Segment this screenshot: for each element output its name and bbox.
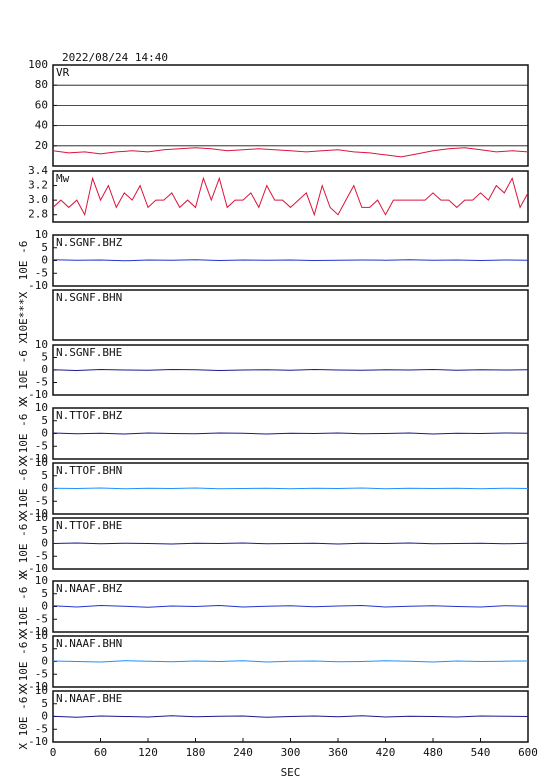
panel-label: N.SGNF.BHZ [56, 236, 123, 249]
trace [52, 176, 529, 217]
x-tick-label: 0 [50, 746, 57, 759]
y-tick-label: 5 [41, 241, 48, 254]
y-tick-label: 0 [41, 363, 48, 376]
y-tick-label: 0 [41, 600, 48, 613]
y-tick-label: -5 [35, 439, 48, 452]
y-tick-label: 5 [41, 642, 48, 655]
trace [52, 368, 529, 372]
panel-frame [52, 64, 529, 167]
trace [52, 542, 529, 545]
x-tick-label: 300 [281, 746, 301, 759]
trace [52, 660, 529, 663]
panel-frame [52, 170, 529, 223]
y-tick-label: -5 [35, 612, 48, 625]
y-tick-label: 10 [35, 228, 48, 241]
y-tick-label: -5 [35, 549, 48, 562]
panel-label: N.NAAF.BHZ [56, 582, 123, 595]
trace [52, 147, 529, 158]
x-tick-label: 420 [376, 746, 396, 759]
y-axis-label: X 10E -6 X [17, 400, 30, 467]
y-tick-label: -10 [28, 452, 48, 465]
panel-label: N.TTOF.BHN [56, 464, 122, 477]
y-tick-label: 0 [41, 427, 48, 440]
y-tick-label: 10 [35, 684, 48, 697]
y-tick-label: -5 [35, 376, 48, 389]
x-tick-label: 480 [423, 746, 443, 759]
y-axis-label: 10E***X [17, 291, 30, 338]
y-tick-label: -5 [35, 667, 48, 680]
y-axis-label: X 10E -6 X [17, 683, 30, 750]
y-tick-label: -10 [28, 625, 48, 638]
y-tick-label: 10 [35, 574, 48, 587]
y-tick-label: 60 [35, 98, 48, 111]
y-tick-label: 0 [41, 537, 48, 550]
y-axis-label: X 10E -6 X [17, 573, 30, 640]
panel-label: N.TTOF.BHZ [56, 409, 123, 422]
y-tick-label: 10 [35, 511, 48, 524]
trace [52, 604, 529, 608]
y-tick-label: 5 [41, 469, 48, 482]
x-tick-label: 180 [186, 746, 206, 759]
y-tick-label: 2.8 [28, 208, 48, 221]
panel-label: N.NAAF.BHN [56, 637, 122, 650]
y-tick-label: 10 [35, 338, 48, 351]
y-tick-label: 20 [35, 139, 48, 152]
trace [52, 259, 529, 262]
y-tick-label: -5 [35, 494, 48, 507]
y-axis-label: X 10E -6 X [17, 628, 30, 695]
panel-frame [52, 289, 529, 341]
y-tick-label: 10 [35, 629, 48, 642]
y-tick-label: 0 [41, 710, 48, 723]
y-tick-label: 10 [35, 401, 48, 414]
y-tick-label: 100 [28, 58, 48, 71]
trace [52, 487, 529, 490]
y-tick-label: -10 [28, 388, 48, 401]
panel-label: N.SGNF.BHE [56, 346, 122, 359]
y-tick-label: 0 [41, 482, 48, 495]
x-axis-label: SEC [281, 766, 301, 779]
x-tick-label: 60 [94, 746, 107, 759]
chart-title: 2022/08/24 14:40 [62, 51, 168, 64]
x-tick-label: 600 [518, 746, 538, 759]
y-tick-label: 0 [41, 655, 48, 668]
panel-label: N.SGNF.BHN [56, 291, 122, 304]
y-tick-label: -10 [28, 279, 48, 292]
y-tick-label: -10 [28, 507, 48, 520]
y-axis-label: X 10E -6 X [17, 510, 30, 577]
panel-label: VR [56, 66, 70, 79]
x-tick-label: 360 [328, 746, 348, 759]
y-axis-label: 10E -6 [17, 241, 30, 281]
panel-label: N.NAAF.BHE [56, 692, 122, 705]
y-tick-label: 5 [41, 414, 48, 427]
panel-label: Mw [56, 172, 70, 185]
y-tick-label: 5 [41, 351, 48, 364]
x-tick-label: 540 [471, 746, 491, 759]
trace [52, 715, 529, 718]
y-tick-label: -10 [28, 680, 48, 693]
y-tick-label: -5 [35, 722, 48, 735]
y-tick-label: 3.0 [28, 193, 48, 206]
trace [52, 432, 529, 435]
y-axis-label: X 10E -6 X [17, 455, 30, 522]
y-tick-label: 10 [35, 456, 48, 469]
y-tick-label: -10 [28, 562, 48, 575]
x-tick-label: 240 [233, 746, 253, 759]
y-tick-label: 5 [41, 587, 48, 600]
y-tick-label: 0 [41, 254, 48, 267]
y-tick-label: 40 [35, 119, 48, 132]
y-tick-label: 3.2 [28, 179, 48, 192]
y-tick-label: 3.4 [28, 164, 48, 177]
y-tick-label: 80 [35, 78, 48, 91]
panel-label: N.TTOF.BHE [56, 519, 122, 532]
y-tick-label: -5 [35, 266, 48, 279]
y-tick-label: -10 [28, 735, 48, 748]
x-tick-label: 120 [138, 746, 158, 759]
y-axis-label: X 10E -6 X [17, 337, 30, 404]
y-tick-label: 5 [41, 697, 48, 710]
y-tick-label: 5 [41, 524, 48, 537]
